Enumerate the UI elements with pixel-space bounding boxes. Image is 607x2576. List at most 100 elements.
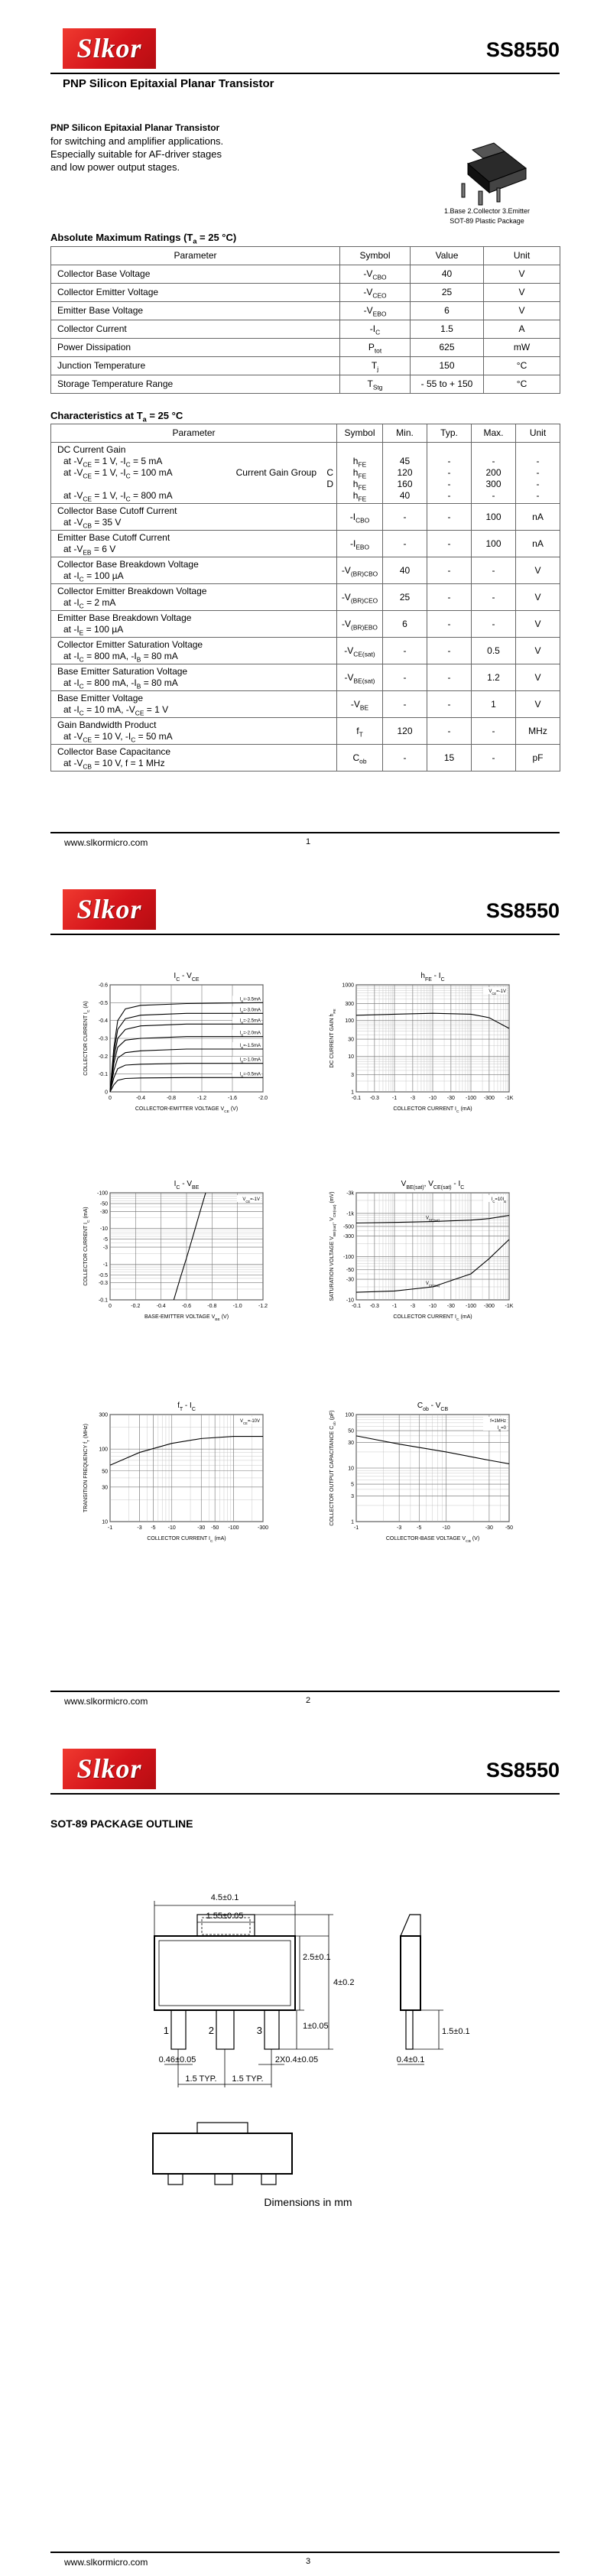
group-value: C	[326, 467, 333, 478]
part-number: SS8550	[485, 1759, 560, 1782]
text-run: h	[420, 972, 425, 980]
subscript: BE(sat)	[406, 1185, 424, 1191]
table-row: Emitter Base Breakdown Voltage at -IE = 1…	[50, 610, 560, 638]
table-row: Emitter Base Voltage -VEBO 6 V	[50, 301, 560, 320]
subscript: a	[142, 415, 147, 424]
logo: Slkor	[63, 889, 156, 930]
text-run: -V	[344, 671, 354, 683]
unit: V	[515, 610, 560, 638]
parameter: Collector Current	[50, 320, 340, 339]
legend-bg	[232, 1070, 261, 1077]
parameter: Emitter Base Voltage	[50, 301, 340, 320]
text-run: =-1.0mA	[243, 1058, 261, 1063]
parameter: Collector Base Cutoff Current at -VCB = 3…	[50, 503, 337, 531]
x-tick-label: -0.6	[182, 1304, 191, 1309]
typ: 15	[427, 744, 472, 772]
curve	[109, 1036, 263, 1093]
text-run: T	[371, 360, 378, 371]
series-label: VBE(sat)	[426, 1217, 440, 1223]
table-title: Absolute Maximum Ratings (Ta = 25 °C)	[50, 232, 236, 245]
text-run: = 1 V, -I	[91, 456, 126, 466]
text-run: =-0.5mA	[243, 1072, 261, 1077]
subscript: Stg	[372, 383, 383, 391]
typ: -	[427, 530, 472, 557]
text-run: -V	[363, 268, 373, 279]
text-run: at -V	[63, 731, 83, 742]
column-header: Min.	[382, 424, 427, 443]
subscript: FE	[358, 483, 367, 492]
subscript: CE(sat)	[433, 1185, 452, 1191]
unit: V	[515, 557, 560, 584]
table-row: Collector Base Capacitance at -VCB = 10 V…	[50, 744, 560, 772]
text-run: =10I	[495, 1197, 504, 1202]
y-tick-label: -0.1	[99, 1298, 108, 1304]
max-line: -	[492, 456, 495, 466]
unit: °C	[483, 375, 560, 394]
y-tick-label: -0.4	[99, 1018, 108, 1024]
package-icon	[461, 142, 527, 206]
header-rule	[50, 934, 560, 935]
part-number: SS8550	[485, 899, 560, 922]
footer-rule	[50, 1691, 560, 1692]
y-tick-label: -1	[103, 1262, 108, 1268]
chart: -0.1 -0.3 -1 -3 -10 -30 -100 -300 -1K 1 3 10 30 100 30…	[329, 972, 514, 1114]
subscript: CB	[83, 521, 92, 530]
y-tick-label: -30	[100, 1210, 108, 1215]
y-tick-label: 10	[348, 1467, 354, 1472]
y-axis-label: COLLECTOR OUTPUT CAPACITANCE Cob (pF)	[329, 1410, 337, 1525]
unit-line: -	[536, 479, 540, 489]
x-tick-label: -10	[443, 1525, 450, 1531]
parameter: DC Current Gain at -VCE = 1 V, -IC = 5 mA…	[50, 442, 337, 504]
typ-line: -	[447, 456, 451, 466]
column-header: Value	[410, 246, 484, 265]
pin-label: 3	[257, 2025, 262, 2036]
text-run: SATURATION VOLTAGE V	[329, 1236, 335, 1301]
symbol-line: hFE	[340, 490, 379, 502]
x-axis-label: COLLECTOR CURRENT IC (mA)	[393, 1314, 472, 1322]
min: -	[382, 503, 427, 531]
parameter: Collector Base Capacitance at -VCB = 10 V…	[50, 744, 337, 772]
y-tick-label: -3k	[346, 1191, 354, 1197]
text-run: =-3.0mA	[243, 1008, 261, 1012]
text-run: -V	[341, 591, 351, 603]
y-tick-label: 50	[102, 1469, 108, 1474]
y-tick-label: -10	[346, 1298, 354, 1304]
text-run: , V	[424, 1180, 434, 1188]
text-run: COLLECTOR OUTPUT CAPACITANCE C	[329, 1426, 335, 1526]
y-tick-label: -100	[97, 1191, 108, 1197]
parameter: Collector Base Voltage	[50, 265, 340, 284]
text-run: - V	[429, 1402, 441, 1410]
text-run: at -V	[63, 544, 83, 554]
text-run: at -V	[63, 467, 83, 478]
min-line: 40	[399, 490, 411, 501]
text-run: -V	[344, 645, 354, 656]
table-row: Gain Bandwidth Product at -VCE = 10 V, -I…	[50, 717, 560, 745]
text-run: = 100 µA	[83, 624, 124, 635]
series-label: VCE(sat)	[426, 1282, 440, 1288]
text-run: at -V	[63, 490, 83, 501]
subscript: FE	[425, 977, 432, 983]
min: 25	[382, 583, 427, 611]
unit: mW	[483, 338, 560, 357]
chart-title: IC - VBE	[174, 1180, 200, 1191]
symbol: -VBE(sat)	[336, 664, 383, 691]
subscript: C	[176, 977, 180, 983]
x-tick-label: -3	[397, 1525, 401, 1531]
dimension: 4±0.2	[333, 1978, 354, 1987]
subscript: FE	[358, 472, 367, 480]
y-tick-label: -50	[346, 1268, 354, 1273]
text-run: =-1V	[250, 1197, 260, 1202]
text-run: at -I	[63, 624, 80, 635]
max: 100	[471, 503, 516, 531]
text-run: = 800 mA, -I	[83, 651, 137, 661]
table-row: Collector Emitter Saturation Voltage at -…	[50, 637, 560, 664]
y-axis-label: COLLECTOR CURRENT IC (mA)	[83, 1207, 91, 1285]
typ-line: -	[447, 467, 451, 478]
typ-line: -	[447, 490, 451, 501]
symbol: -VBE	[336, 690, 383, 718]
param-line: Base Emitter Saturation Voltage	[57, 666, 188, 677]
typ: -	[427, 583, 472, 611]
x-tick-label: -10	[429, 1304, 437, 1309]
spacer	[475, 444, 512, 456]
